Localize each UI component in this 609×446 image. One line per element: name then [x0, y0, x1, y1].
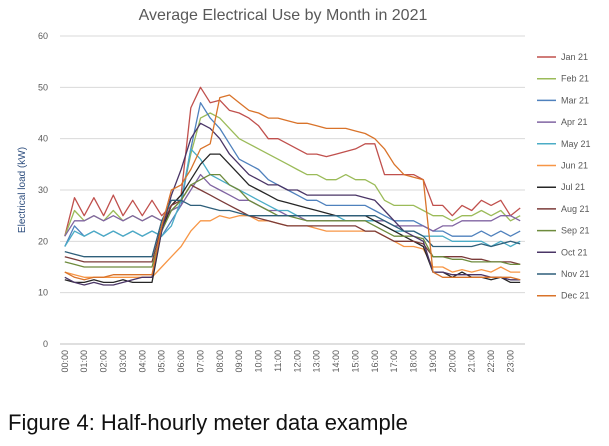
legend-label: Sep 21: [561, 226, 590, 236]
x-tick-label: 01:00: [79, 350, 89, 373]
series-line-sep-21: [64, 173, 521, 268]
legend-label: Nov 21: [561, 269, 590, 279]
x-tick-label: 06:00: [176, 350, 186, 373]
y-tick-label: 50: [38, 82, 48, 92]
y-tick-label: 20: [38, 236, 48, 246]
y-tick-label: 60: [38, 31, 48, 41]
x-tick-label: 10:00: [254, 350, 264, 373]
chart-title: Average Electrical Use by Month in 2021: [139, 7, 428, 24]
legend-label: Jun 21: [561, 161, 588, 171]
legend-label: Jan 21: [561, 52, 588, 62]
y-axis-ticks: 0 10 20 30 40 50 60: [38, 31, 48, 349]
series-line-nov-21: [64, 199, 521, 258]
x-tick-label: 05:00: [157, 350, 167, 373]
x-tick-label: 12:00: [292, 350, 302, 373]
line-chart: Average Electrical Use by Month in 2021 …: [17, 7, 591, 373]
x-tick-label: 04:00: [137, 350, 147, 373]
legend-label: Mar 21: [561, 95, 589, 105]
figure-caption: Figure 4: Half-hourly meter data example: [8, 410, 408, 435]
y-axis-label: Electrical load (kW): [17, 147, 28, 233]
legend-label: Jul 21: [561, 182, 585, 192]
y-tick-label: 40: [38, 134, 48, 144]
x-tick-label: 09:00: [234, 350, 244, 373]
y-tick-label: 30: [38, 185, 48, 195]
series-line-dec-21: [64, 94, 521, 281]
x-tick-label: 17:00: [389, 350, 399, 373]
x-tick-label: 02:00: [99, 350, 109, 373]
legend-label: Aug 21: [561, 204, 590, 214]
x-tick-label: 07:00: [195, 350, 205, 373]
x-tick-label: 00:00: [60, 350, 70, 373]
series-line-jan-21: [64, 86, 521, 237]
x-tick-label: 20:00: [447, 350, 457, 373]
gridlines: [60, 35, 525, 345]
x-tick-label: 14:00: [331, 350, 341, 373]
x-tick-label: 13:00: [312, 350, 322, 373]
x-axis-ticks: 00:00 01:00 02:00 03:00 04:00 05:00 06:00 07:00…: [60, 350, 516, 373]
x-tick-label: 19:00: [428, 350, 438, 373]
x-tick-label: 11:00: [273, 350, 283, 372]
x-tick-label: 22:00: [486, 350, 496, 373]
legend-label: Apr 21: [561, 117, 588, 127]
legend-label: Feb 21: [561, 74, 589, 84]
series-line-may-21: [64, 148, 521, 248]
legend-label: May 21: [561, 139, 591, 149]
x-tick-label: 21:00: [467, 350, 477, 373]
x-tick-label: 15:00: [350, 350, 360, 373]
legend: Jan 21 Feb 21 Mar 21 Apr 21 May 21 Jun 21 Jul …: [537, 52, 591, 301]
x-tick-label: 08:00: [215, 350, 225, 373]
series-lines: [64, 86, 521, 286]
chart-frame: Average Electrical Use by Month in 2021 …: [17, 7, 591, 373]
legend-label: Oct 21: [561, 247, 588, 257]
x-tick-label: 16:00: [370, 350, 380, 373]
y-tick-label: 10: [38, 288, 48, 298]
x-tick-label: 18:00: [409, 350, 419, 373]
legend-label: Dec 21: [561, 291, 590, 301]
y-tick-label: 0: [43, 339, 48, 349]
x-tick-label: 23:00: [505, 350, 515, 373]
x-tick-label: 03:00: [118, 350, 128, 373]
series-line-oct-21: [64, 122, 521, 286]
